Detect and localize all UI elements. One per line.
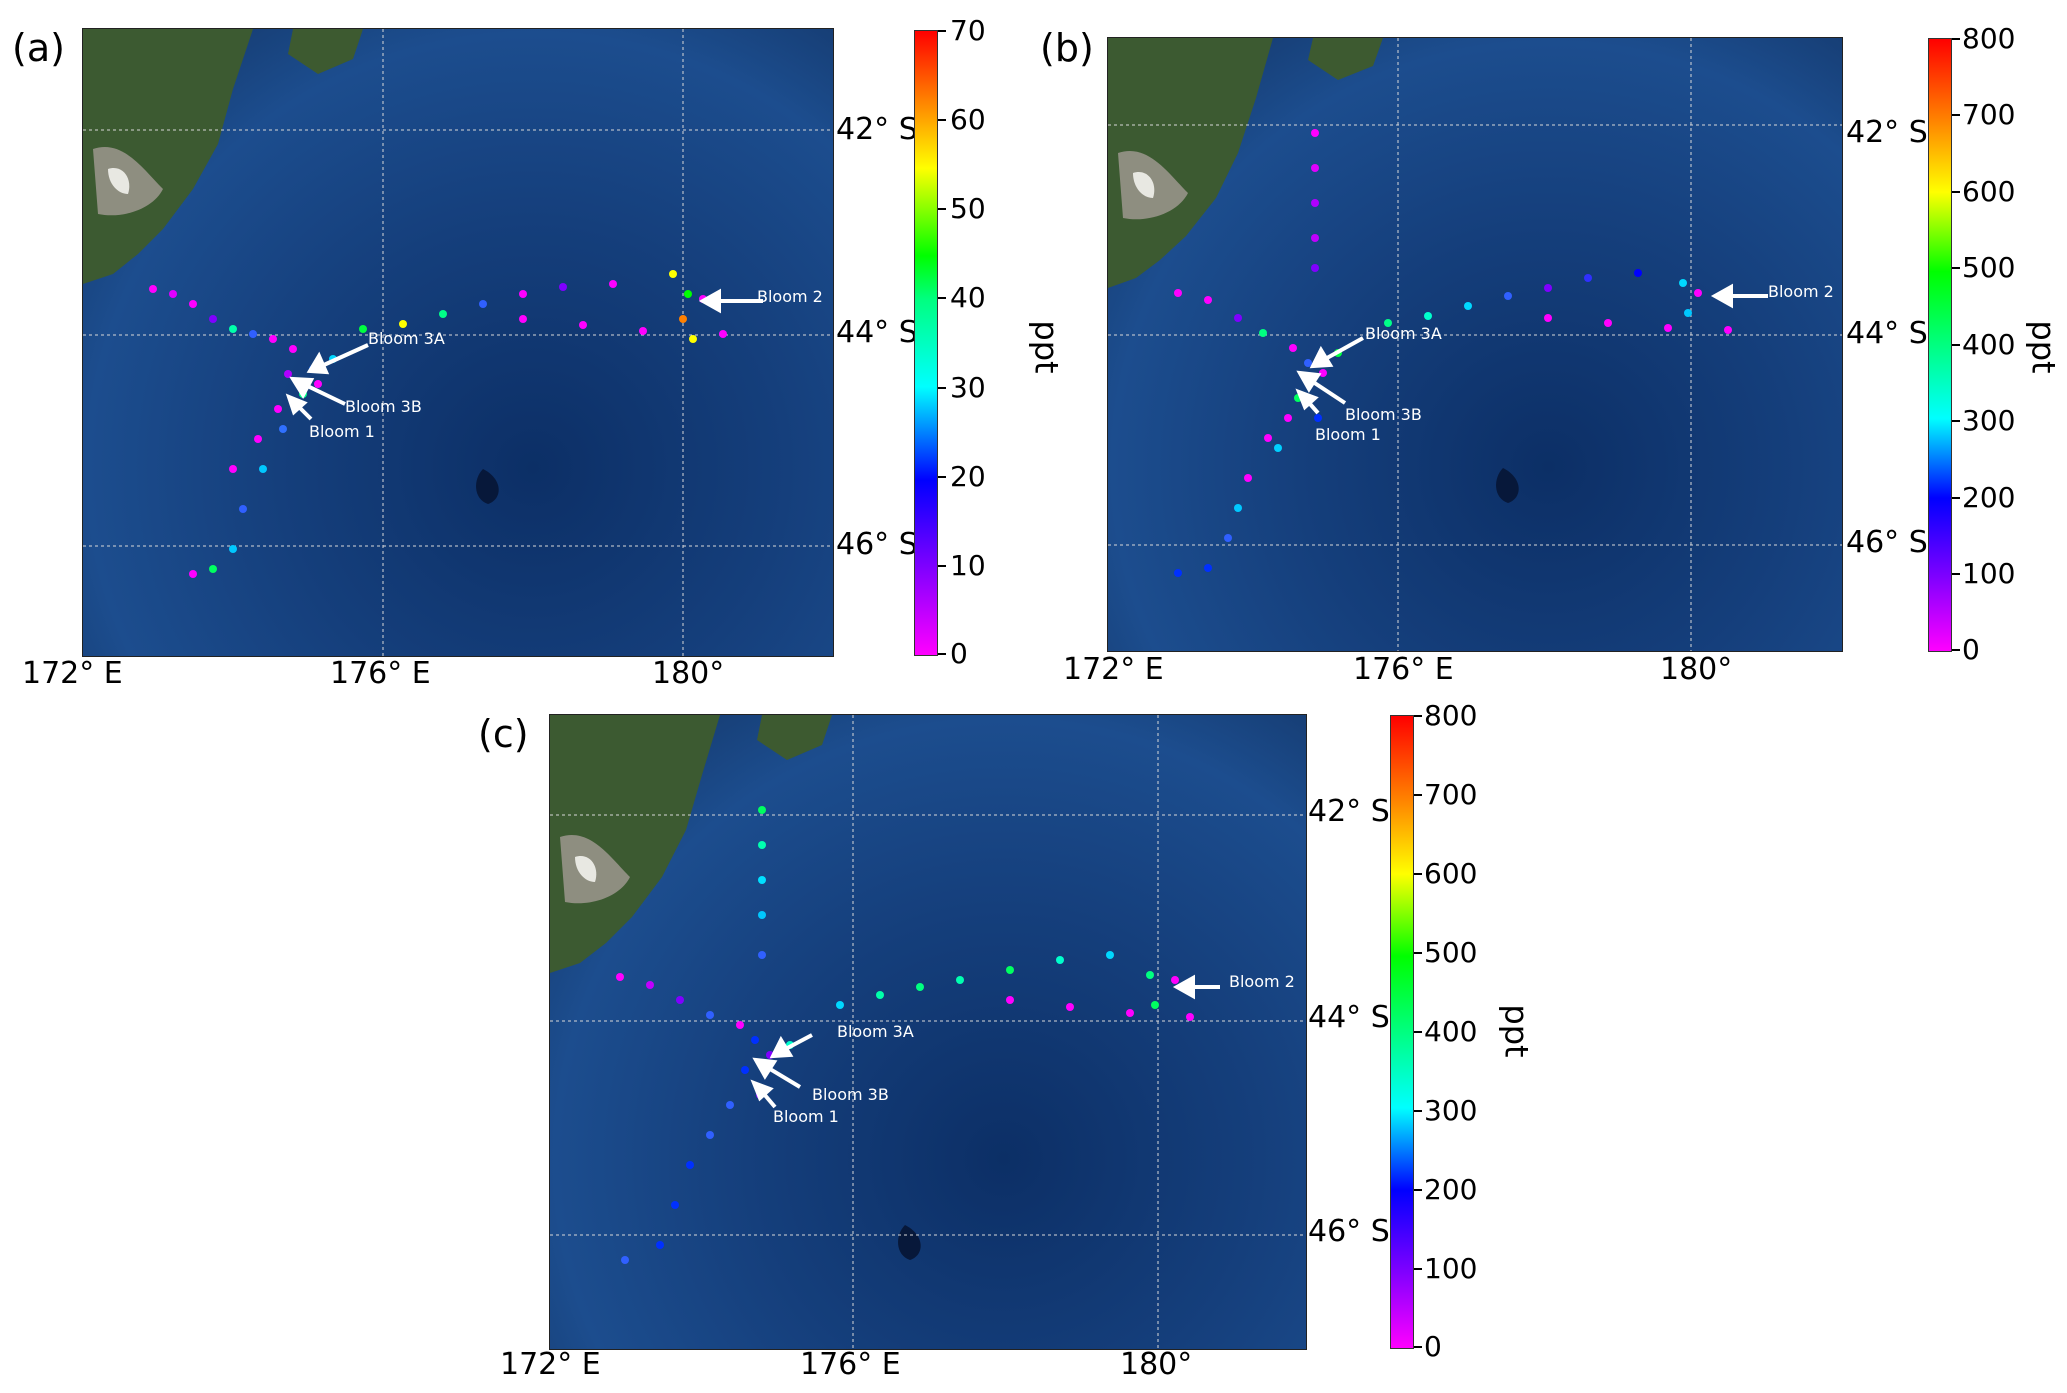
bloom-3b-label: Bloom 3B [1345,405,1422,424]
colorbar-tick: 800 [1962,22,2016,55]
x-tick-180: 180° [652,656,725,691]
x-tick-176e: 176° E [800,1347,901,1382]
colorbar [1928,38,1952,652]
colorbar [1390,715,1414,1349]
colorbar-tick: 10 [950,549,986,582]
ship-track [1174,129,1732,577]
colorbar-tick: 500 [1424,936,1478,969]
colorbar-tick: 60 [950,103,986,136]
y-tick-44s: 44° S [1846,316,1928,351]
colorbar-tick: 0 [950,637,968,670]
x-tick-172e: 172° E [1063,652,1164,687]
y-tick-44s: 44° S [1308,1000,1390,1035]
bloom-2-label: Bloom 2 [757,287,823,306]
x-tick-176e: 176° E [330,656,431,691]
bloom-3a-label: Bloom 3A [837,1022,914,1041]
y-tick-42s: 42° S [1846,115,1928,150]
colorbar-tick: 20 [950,460,986,493]
bloom-1-label: Bloom 1 [773,1107,839,1126]
colorbar-tick: 70 [950,14,986,47]
satellite-map[interactable]: Bloom 2 Bloom 3A Bloom 3B Bloom 1 [82,28,834,657]
colorbar-tick: 600 [1424,857,1478,890]
y-tick-44s: 44° S [836,315,918,350]
bloom-2-label: Bloom 2 [1229,972,1295,991]
x-tick-172e: 172° E [500,1347,601,1382]
y-tick-42s: 42° S [836,112,918,147]
x-tick-176e: 176° E [1353,652,1454,687]
ship-track [149,270,727,578]
colorbar-tick: 300 [1962,404,2016,437]
colorbar-tick: 400 [1962,328,2016,361]
y-tick-46s: 46° S [1308,1214,1390,1249]
colorbar-tick: 700 [1962,98,2016,131]
bloom-3a-label: Bloom 3A [368,329,445,348]
colorbar-tick: 800 [1424,699,1478,732]
x-tick-180: 180° [1120,1347,1193,1382]
colorbar-tick: 0 [1962,633,1980,666]
x-tick-172e: 172° E [22,656,123,691]
bloom-2-label: Bloom 2 [1768,282,1834,301]
colorbar-tick: 200 [1962,481,2016,514]
colorbar-title: ppt [1027,320,1066,374]
bloom-3a-label: Bloom 3A [1365,324,1442,343]
panel-label: (a) [12,26,65,70]
colorbar [914,30,938,656]
x-tick-180: 180° [1660,652,1733,687]
colorbar-tick: 40 [950,281,986,314]
colorbar-tick: 300 [1424,1094,1478,1127]
colorbar-tick: 400 [1424,1015,1478,1048]
y-tick-46s: 46° S [836,527,918,562]
panel-label: (c) [478,712,529,756]
satellite-map[interactable]: Bloom 2 Bloom 3A Bloom 3B Bloom 1 [1107,37,1843,652]
map-layer [550,715,1306,1349]
colorbar-tick: 50 [950,192,986,225]
bloom-3b-label: Bloom 3B [345,397,422,416]
map-layer [1108,38,1842,651]
colorbar-tick: 700 [1424,778,1478,811]
colorbar-tick: 100 [1962,557,2016,590]
map-layer [83,29,833,656]
satellite-map[interactable]: Bloom 2 Bloom 3A Bloom 3B Bloom 1 [549,714,1307,1350]
colorbar-tick: 500 [1962,251,2016,284]
y-tick-42s: 42° S [1308,794,1390,829]
bloom-1-label: Bloom 1 [1315,425,1381,444]
colorbar-tick: 600 [1962,175,2016,208]
y-tick-46s: 46° S [1846,525,1928,560]
panel-label: (b) [1040,26,1094,70]
colorbar-tick: 30 [950,371,986,404]
colorbar-tick: 200 [1424,1173,1478,1206]
bloom-3b-label: Bloom 3B [812,1085,889,1104]
colorbar-title: ppt [2024,320,2063,374]
bloom-1-label: Bloom 1 [309,422,375,441]
colorbar-tick: 100 [1424,1252,1478,1285]
colorbar-tick: 0 [1424,1330,1442,1363]
colorbar-title: ppt [1497,1004,1536,1058]
